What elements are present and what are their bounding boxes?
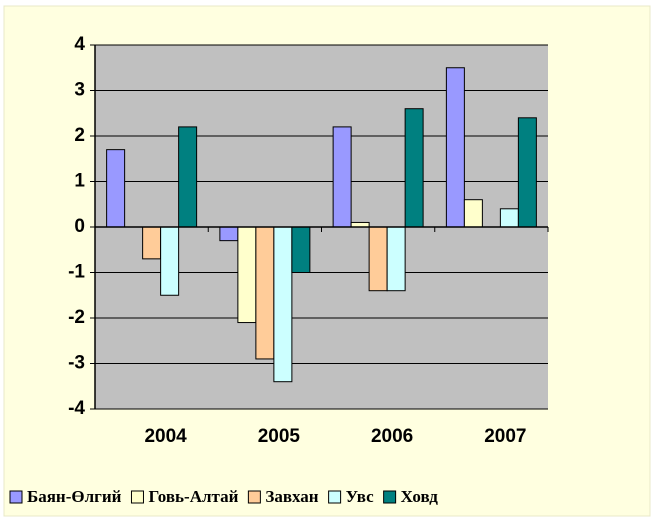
bar: [332, 126, 352, 228]
bar: [255, 226, 275, 360]
bar: [404, 108, 424, 228]
bar: [499, 208, 519, 228]
x-tick-label: 2006: [371, 426, 413, 447]
y-tick-label: -1: [68, 262, 85, 283]
bar: [106, 149, 126, 228]
bar: [517, 117, 537, 228]
legend-label: Ховд: [401, 487, 439, 506]
bar: [160, 226, 180, 296]
bar: [386, 226, 406, 292]
x-tick-label: 2004: [144, 426, 187, 447]
bar: [237, 226, 257, 324]
y-tick-label: 2: [74, 125, 85, 146]
legend-swatch: [247, 490, 261, 504]
y-tick-label: -3: [68, 353, 85, 374]
legend-label: Увс: [346, 487, 374, 506]
y-tick-label: 3: [74, 80, 85, 101]
y-tick-label: -4: [68, 398, 85, 419]
bar: [142, 226, 162, 260]
legend-swatch: [383, 490, 397, 504]
legend-swatch: [130, 490, 144, 504]
y-tick-label: 1: [74, 171, 85, 192]
bar: [273, 226, 293, 383]
legend-label: Говь-Алтай: [148, 487, 238, 506]
y-tick-label: 0: [74, 216, 85, 237]
x-tick-label: 2005: [258, 426, 301, 447]
bar: [178, 126, 198, 228]
y-tick-label: -2: [68, 307, 85, 328]
y-tick-label: 4: [74, 34, 85, 55]
legend-label: Баян-Өлгий: [27, 487, 122, 506]
bar: [368, 226, 388, 292]
bar: [291, 226, 311, 273]
legend-swatch: [328, 490, 342, 504]
x-tick-label: 2007: [484, 426, 526, 447]
legend-swatch: [9, 490, 23, 504]
bar: [219, 226, 239, 242]
bar: [445, 67, 465, 228]
legend-label: Завхан: [265, 487, 318, 506]
bar: [463, 199, 483, 228]
